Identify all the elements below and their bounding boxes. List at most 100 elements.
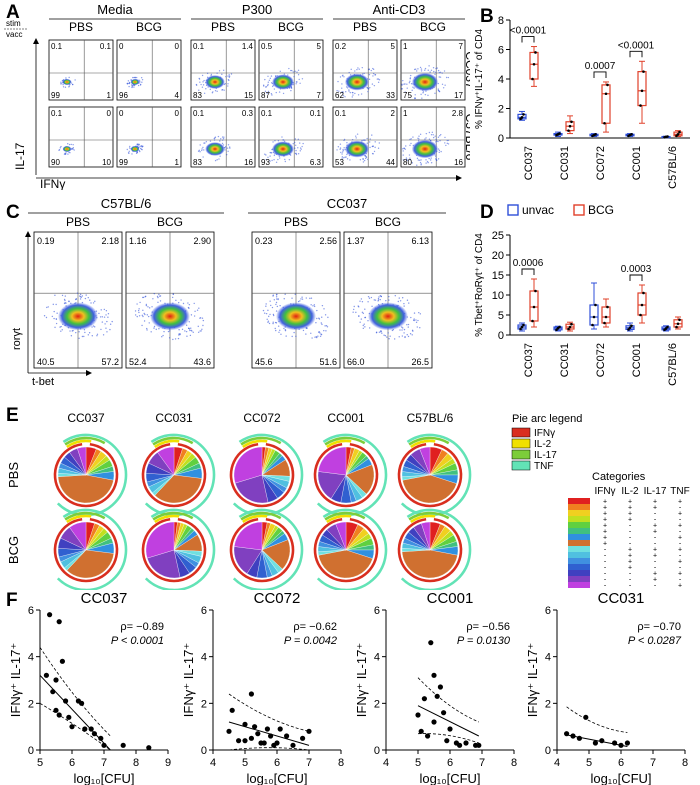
scatter-ci-upper	[228, 693, 310, 732]
scatter-title: CC037	[81, 590, 128, 607]
box-y-tick-label: 10	[492, 290, 504, 302]
scatter-point	[56, 712, 62, 718]
scatter-y-tick-label: 4	[28, 652, 34, 664]
flow-quadrant-bl: 66.0	[347, 357, 365, 367]
pie-slice	[69, 521, 87, 551]
scatter-x-tick-label: 8	[511, 757, 517, 769]
scatter-point	[255, 731, 261, 737]
category-sign: -	[629, 571, 632, 578]
flow-plot	[116, 106, 182, 168]
pie-arc	[326, 439, 352, 449]
scatter-x-tick-label: 8	[682, 757, 688, 769]
pie-arc	[144, 433, 216, 517]
category-sign: +	[678, 523, 682, 530]
panel-a-group-header: Anti-CD3	[373, 2, 426, 17]
category-sign: +	[653, 547, 657, 554]
categories-title: Categories	[592, 471, 646, 483]
flow-quadrant-bl: 40.5	[37, 357, 55, 367]
scatter-x-label: log₁₀[CFU]	[419, 771, 480, 785]
category-swatch	[568, 582, 590, 588]
scatter-x-tick-label: 4	[210, 757, 216, 769]
scatter-rho: ρ= −0.56	[466, 621, 510, 633]
flow-quadrant-bl: 99	[51, 91, 60, 100]
box-point	[519, 327, 522, 331]
scatter-point	[290, 742, 296, 748]
category-sign: -	[629, 529, 632, 536]
box-y-tick-label: 5	[498, 310, 504, 322]
category-sign: +	[653, 577, 657, 584]
panel-label-b: B	[480, 6, 494, 27]
pie-arc	[324, 511, 366, 521]
scatter-x-tick-label: 6	[274, 757, 280, 769]
panel-a-row-label: CC037	[463, 51, 470, 89]
category-swatch	[568, 510, 590, 516]
scatter-y-tick-label: 2	[201, 698, 207, 710]
scatter-y-tick-label: 0	[201, 745, 207, 757]
category-sign: +	[678, 547, 682, 554]
category-sign: -	[679, 505, 682, 512]
scatter-point	[284, 733, 290, 739]
flow-quadrant-br: 16	[454, 158, 463, 167]
box-point	[591, 323, 594, 327]
flow-quadrant-tl: 1	[403, 42, 408, 51]
pie-slice	[318, 549, 373, 579]
pie-arc	[144, 508, 216, 590]
box-point	[568, 325, 572, 329]
scatter-point	[476, 742, 482, 748]
flow-quadrant-tl: 0.1	[193, 42, 205, 51]
scatter-ci-lower	[228, 747, 310, 751]
scatter-point	[229, 707, 235, 713]
category-sign: -	[654, 517, 657, 524]
box-category-label: CC031	[559, 146, 571, 180]
pie-arc	[229, 517, 295, 583]
scatter-point	[444, 738, 450, 744]
box-significance-bracket	[629, 274, 643, 281]
panel-b-box-chart: 0 2 4 6 8 % IFNγ⁺IL-17⁺ of CD4 CC037 CC031 CC072…	[474, 15, 690, 189]
scatter-x-tick-label: 4	[383, 757, 389, 769]
category-swatch	[568, 534, 590, 540]
pie-arc	[326, 514, 352, 524]
scatter-point	[43, 672, 50, 678]
panel-a-row-label: C57BL/6	[463, 114, 470, 161]
pie-arc	[324, 436, 366, 446]
panel-d-box-chart: unvac BCG 0 5 10 15 20 25 % Tbet⁺RoRγt⁺ of CD4 CC…	[474, 203, 690, 386]
scatter-point	[421, 696, 427, 702]
category-sign: +	[603, 541, 607, 548]
scatter-point	[261, 740, 267, 746]
category-sign: -	[679, 541, 682, 548]
flow-quadrant-br: 57.2	[101, 357, 119, 367]
category-sign: -	[679, 565, 682, 572]
scatter-point	[618, 742, 624, 748]
scatter-y-tick-label: 0	[545, 745, 551, 757]
flow-quadrant-tl: 0.5	[261, 42, 273, 51]
category-sign: +	[603, 517, 607, 524]
panel-a-x-arrow	[456, 175, 462, 181]
pie-arc	[242, 439, 268, 449]
box-point	[675, 325, 678, 329]
scatter-title: CC001	[427, 590, 474, 607]
panel-label-f: F	[6, 590, 18, 611]
box-point	[534, 289, 537, 293]
panel-a-stim-label: stim	[6, 19, 21, 28]
category-sign: -	[679, 517, 682, 524]
category-sign: -	[654, 559, 657, 566]
pie-arc-legend-swatch	[511, 438, 531, 449]
box-point	[531, 319, 534, 323]
category-sign: -	[654, 583, 657, 590]
scatter-rho: ρ= −0.70	[637, 621, 681, 633]
panel-a-group-header: P300	[242, 2, 272, 17]
box-p-value: 0.0003	[621, 264, 652, 275]
pie-slice	[234, 521, 263, 551]
panel-e-strain-label: CC001	[327, 411, 365, 425]
flow-plot	[48, 39, 114, 101]
scatter-x-tick-label: 6	[447, 757, 453, 769]
box-point	[606, 305, 609, 309]
category-sign: -	[629, 535, 632, 542]
pie-slice	[421, 521, 431, 551]
category-sign: -	[604, 583, 607, 590]
panel-a-sub-header: BCG	[278, 20, 304, 34]
categories-header: IFNγ	[594, 486, 615, 497]
flow-quadrant-tl: 1.16	[129, 236, 147, 246]
box-p-value: <0.0001	[618, 40, 655, 51]
category-sign: -	[679, 553, 682, 560]
